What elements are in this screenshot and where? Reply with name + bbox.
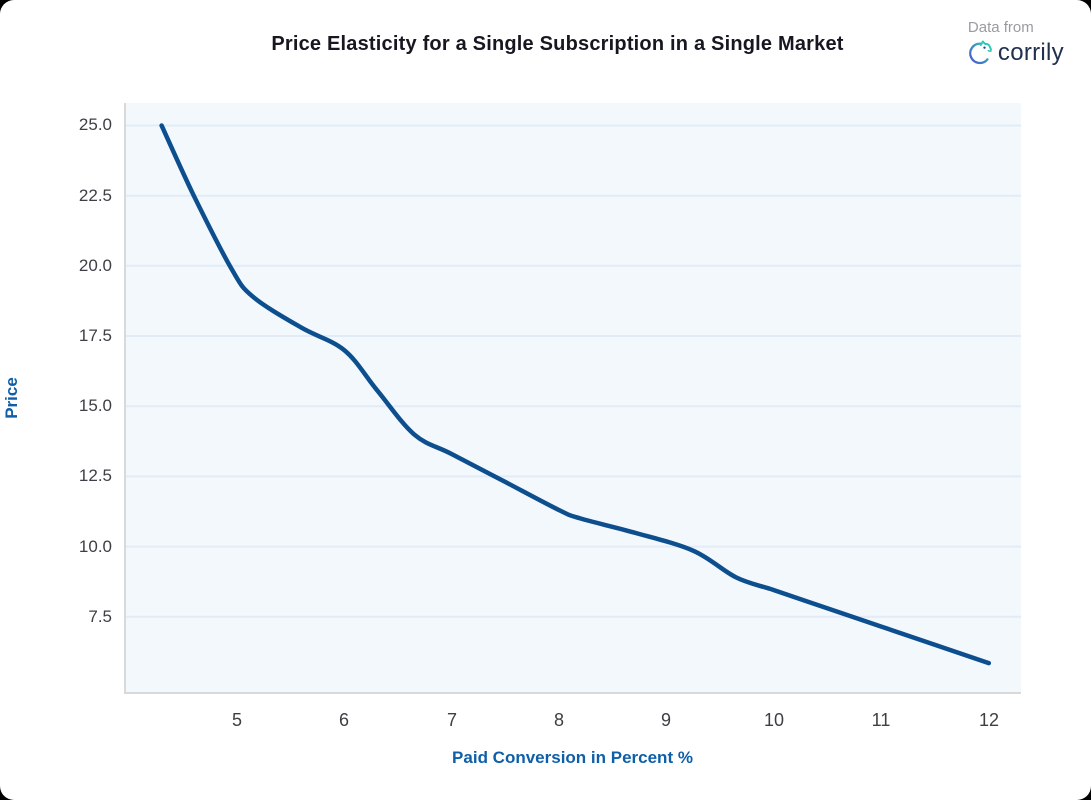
x-tick-label: 10	[763, 710, 785, 730]
corrily-cat-logo-icon	[964, 38, 994, 68]
y-axis-title: Price	[2, 377, 21, 419]
x-tick-label: 6	[338, 710, 349, 730]
y-tick-label: 22.5	[78, 186, 112, 205]
line-chart-plot-area	[124, 103, 1021, 694]
chart-title: Price Elasticity for a Single Subscripti…	[271, 33, 844, 55]
plot-background	[124, 103, 1021, 694]
x-tick-label: 5	[231, 710, 242, 730]
attribution: Data from corrily	[964, 19, 1064, 68]
y-tick-label: 7.5	[88, 607, 112, 626]
y-tick-label: 15.0	[78, 396, 112, 415]
x-tick-label: 9	[660, 710, 671, 730]
x-axis-title: Paid Conversion in Percent %	[452, 748, 693, 767]
y-tick-label: 25.0	[78, 115, 112, 134]
y-tick-label: 17.5	[78, 326, 112, 345]
y-tick-label: 10.0	[78, 537, 112, 556]
brand-lockup: corrily	[964, 38, 1064, 68]
y-tick-label: 12.5	[78, 466, 112, 485]
attribution-prefix: Data from	[967, 19, 1034, 36]
x-tick-label: 12	[978, 710, 1000, 730]
y-tick-label: 20.0	[78, 256, 112, 275]
x-tick-label: 7	[446, 710, 457, 730]
brand-name: corrily	[997, 39, 1064, 66]
x-tick-label: 8	[553, 710, 564, 730]
x-tick-label: 11	[871, 710, 891, 730]
price-elasticity-line	[159, 123, 992, 666]
